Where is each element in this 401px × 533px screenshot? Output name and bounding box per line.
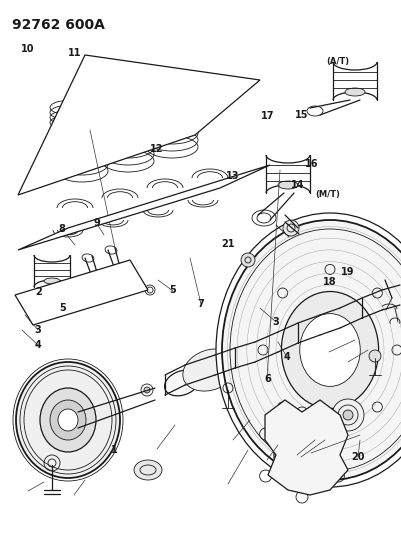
Circle shape xyxy=(241,253,254,267)
Text: 14: 14 xyxy=(290,181,304,190)
Text: 3: 3 xyxy=(35,326,41,335)
Ellipse shape xyxy=(50,400,86,440)
Text: 10: 10 xyxy=(21,44,35,54)
Circle shape xyxy=(368,350,380,362)
Ellipse shape xyxy=(332,291,386,333)
Ellipse shape xyxy=(40,388,96,452)
Text: 4: 4 xyxy=(35,341,41,350)
Ellipse shape xyxy=(344,88,364,96)
Ellipse shape xyxy=(16,362,120,478)
Ellipse shape xyxy=(58,409,78,431)
Ellipse shape xyxy=(258,326,301,358)
Ellipse shape xyxy=(134,460,162,480)
Text: 5: 5 xyxy=(59,303,65,312)
Text: 21: 21 xyxy=(221,239,235,249)
Ellipse shape xyxy=(322,305,356,331)
Ellipse shape xyxy=(221,220,401,480)
Ellipse shape xyxy=(182,349,237,391)
Text: 2: 2 xyxy=(35,287,41,297)
Ellipse shape xyxy=(218,344,261,376)
Text: 6: 6 xyxy=(263,375,270,384)
Ellipse shape xyxy=(240,339,275,365)
Text: 17: 17 xyxy=(260,111,273,121)
Circle shape xyxy=(331,399,363,431)
Polygon shape xyxy=(15,260,148,325)
Text: 3: 3 xyxy=(271,318,278,327)
Text: 92762 600A: 92762 600A xyxy=(12,18,105,32)
Text: 20: 20 xyxy=(350,453,364,462)
Text: 19: 19 xyxy=(340,267,354,277)
Ellipse shape xyxy=(232,331,286,373)
Text: 18: 18 xyxy=(322,278,336,287)
Ellipse shape xyxy=(277,181,297,189)
Circle shape xyxy=(342,410,352,420)
Text: 16: 16 xyxy=(304,159,318,169)
Text: (A/T): (A/T) xyxy=(325,57,348,66)
Polygon shape xyxy=(264,400,347,495)
Polygon shape xyxy=(18,165,269,250)
Text: 1: 1 xyxy=(111,446,117,455)
Ellipse shape xyxy=(299,313,359,386)
Ellipse shape xyxy=(164,370,199,396)
Text: 15: 15 xyxy=(294,110,308,119)
Text: 8: 8 xyxy=(59,224,66,234)
Text: 13: 13 xyxy=(226,171,239,181)
Ellipse shape xyxy=(298,309,340,341)
Text: 11: 11 xyxy=(67,49,81,58)
Text: 12: 12 xyxy=(150,144,163,154)
Text: (M/T): (M/T) xyxy=(314,190,339,199)
Circle shape xyxy=(282,220,298,236)
Circle shape xyxy=(144,387,150,393)
Ellipse shape xyxy=(44,278,60,284)
Text: 4: 4 xyxy=(284,352,290,362)
Ellipse shape xyxy=(338,294,381,326)
Text: 7: 7 xyxy=(197,299,204,309)
Ellipse shape xyxy=(215,213,401,487)
Text: 5: 5 xyxy=(169,286,176,295)
Ellipse shape xyxy=(282,311,336,353)
Polygon shape xyxy=(18,55,259,195)
Ellipse shape xyxy=(281,292,378,408)
Text: 9: 9 xyxy=(93,218,99,228)
